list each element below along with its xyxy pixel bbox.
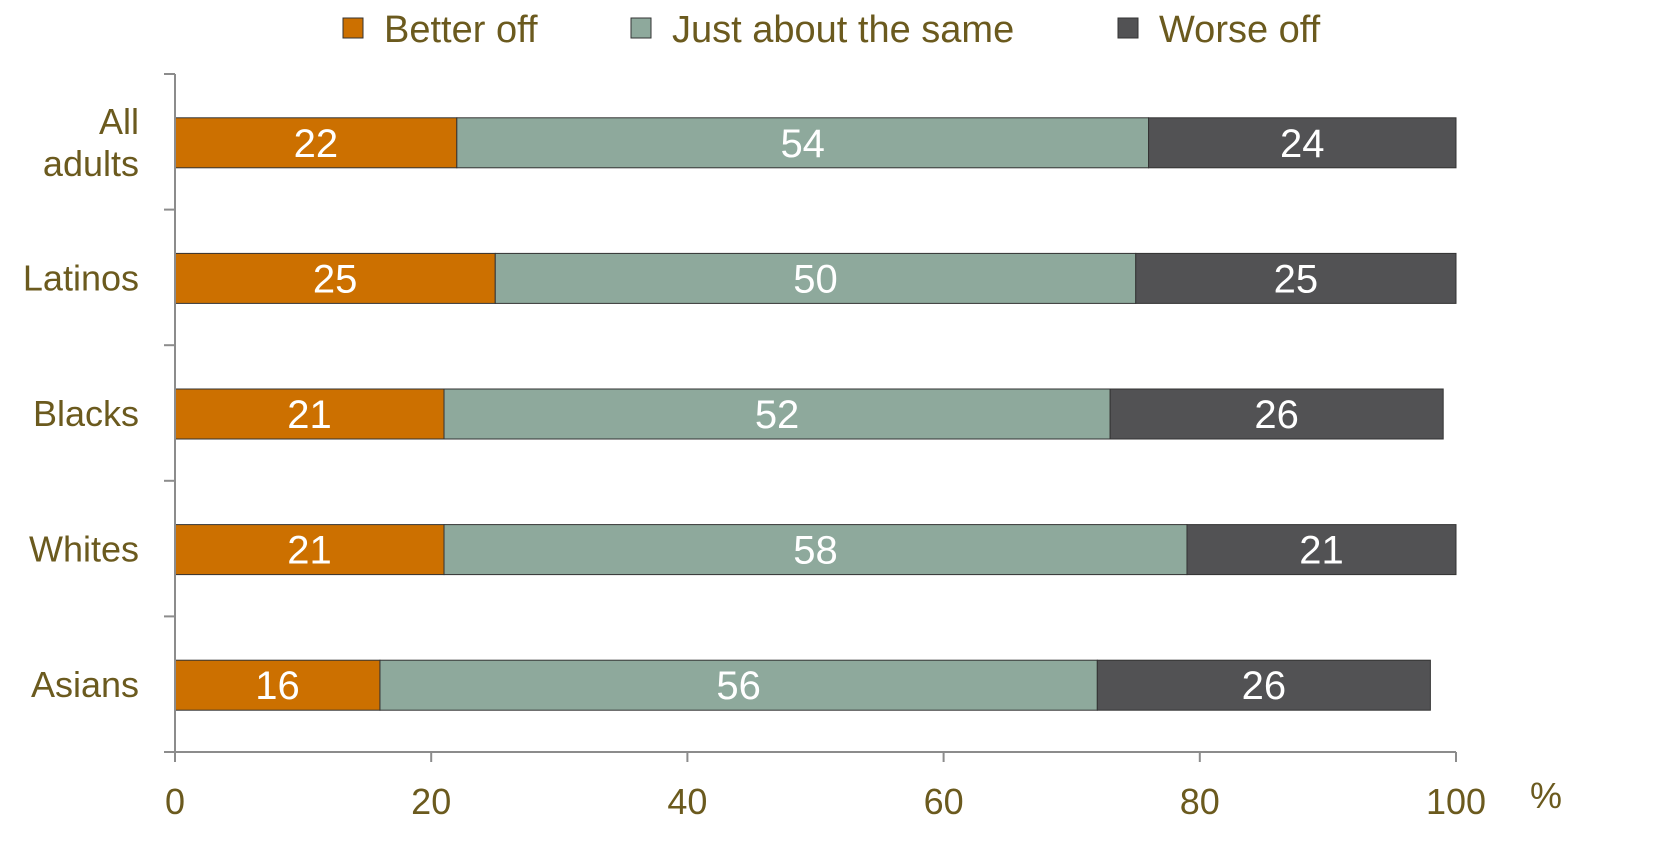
bar-value-label: 22 — [294, 122, 339, 166]
legend-swatch-worse-off — [1118, 18, 1138, 38]
bar-value-label: 25 — [1274, 257, 1319, 301]
x-tick-label: 20 — [411, 781, 451, 822]
legend-label-better-off: Better off — [384, 9, 538, 51]
x-axis-unit-label: % — [1530, 775, 1562, 816]
bar-value-label: 25 — [313, 257, 358, 301]
legend-label-just-about-the-same: Just about the same — [672, 9, 1014, 51]
category-label-whites: Whites — [29, 529, 139, 570]
bar-value-label: 52 — [755, 393, 800, 437]
category-label-blacks: Blacks — [33, 393, 139, 434]
bar-value-label: 26 — [1254, 393, 1299, 437]
bar-value-label: 54 — [780, 122, 825, 166]
legend: Better off Just about the same Worse off — [343, 9, 1321, 51]
legend-swatch-better-off — [343, 18, 363, 38]
x-tick-label: 0 — [165, 781, 185, 822]
bar-value-label: 26 — [1242, 664, 1287, 708]
category-labels: All adults Latinos Blacks Whites Asians — [23, 101, 139, 705]
x-tick-label: 60 — [924, 781, 964, 822]
bar-value-label: 21 — [1299, 529, 1344, 573]
bar-value-label: 16 — [255, 664, 300, 708]
x-tick-label: 80 — [1180, 781, 1220, 822]
legend-swatch-just-about-the-same — [631, 18, 651, 38]
x-tick-label: 100 — [1426, 781, 1486, 822]
x-tick-label: 40 — [667, 781, 707, 822]
category-label-asians: Asians — [31, 664, 139, 705]
bar-value-label: 58 — [793, 529, 838, 573]
bars: 22 54 24 25 50 25 21 52 26 21 58 21 16 56 26 — [175, 118, 1456, 710]
category-label-all-adults: All adults — [43, 101, 139, 184]
bar-value-label: 24 — [1280, 122, 1325, 166]
bar-value-label: 50 — [793, 257, 838, 301]
bar-value-label: 56 — [716, 664, 761, 708]
legend-label-worse-off: Worse off — [1159, 9, 1321, 51]
category-label-latinos: Latinos — [23, 257, 139, 298]
bar-value-label: 21 — [287, 529, 332, 573]
bar-value-label: 21 — [287, 393, 332, 437]
